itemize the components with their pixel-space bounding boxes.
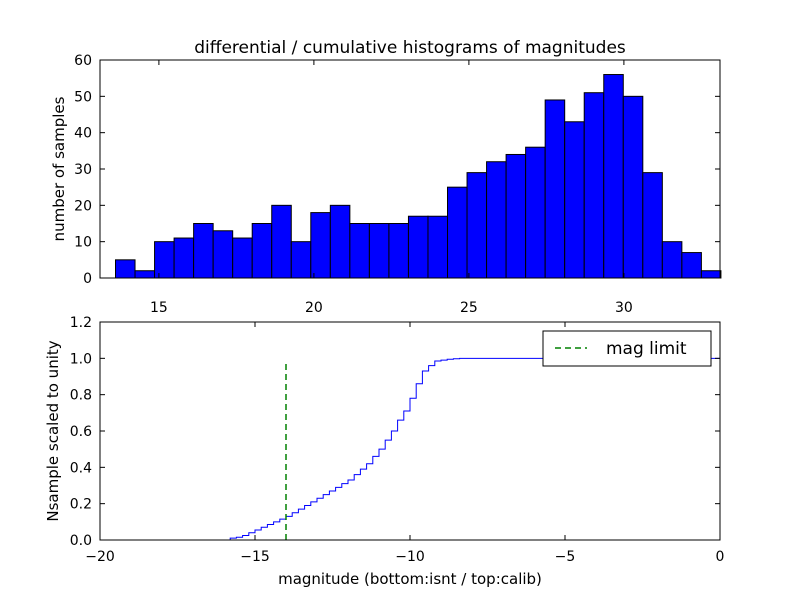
histogram-bar: [486, 161, 507, 279]
cumulative-ytick-label: 0.2: [70, 497, 92, 513]
histogram-axes: differential / cumulative histograms of …: [50, 38, 722, 316]
histogram-bar: [310, 212, 331, 279]
histogram-bar: [232, 237, 253, 279]
legend: mag limit: [542, 330, 712, 367]
histogram-bar: [642, 172, 663, 279]
cumulative-xtick-label: −5: [555, 549, 576, 565]
histogram-bar: [525, 146, 546, 279]
histogram-frame: [99, 59, 721, 279]
histogram-ylabel: number of samples: [50, 96, 68, 241]
cumulative-ytick-label: 0.0: [70, 533, 92, 549]
histogram-ytick-label: 0: [83, 271, 92, 287]
histogram-bar: [622, 95, 644, 279]
histogram-bar: [700, 270, 722, 279]
histogram-bar: [447, 186, 468, 279]
legend-box: [542, 330, 712, 367]
histogram-xtick-label: 15: [150, 300, 168, 316]
histogram-ytick-label: 20: [74, 198, 92, 214]
histogram-bar: [271, 204, 292, 279]
histogram-ytick-label: 50: [74, 89, 92, 105]
histogram-bar: [388, 223, 409, 279]
histogram-bar: [603, 74, 624, 279]
cumulative-ytick-label: 1.2: [70, 315, 92, 331]
cumulative-xtick-label: 0: [716, 549, 725, 565]
histogram-bar: [368, 223, 390, 279]
histogram-ticks: 15 20 25 30 0 10 20 30 40 50 60: [74, 53, 720, 316]
histogram-bar: [681, 252, 702, 279]
cumulative-lines: [100, 357, 721, 541]
cumulative-ytick-label: 0.4: [70, 460, 92, 476]
histogram-bar: [290, 241, 312, 279]
histogram-bar: [173, 237, 195, 279]
cumulative-xtick-label: −20: [85, 549, 115, 565]
histogram-ytick-label: 30: [74, 162, 92, 178]
histogram-title: differential / cumulative histograms of …: [194, 38, 626, 58]
cumulative-axes: magnitude (bottom:isnt / top:calib) Nsam…: [44, 315, 724, 588]
histogram-bar: [661, 241, 683, 279]
histogram-bar: [505, 153, 527, 279]
cumulative-ytick-label: 0.6: [70, 424, 92, 440]
histogram-bar: [154, 241, 175, 279]
histogram-bar: [544, 99, 566, 279]
histogram-bar: [329, 204, 351, 279]
histogram-bar: [251, 223, 273, 279]
histogram-bar: [427, 215, 449, 279]
histogram-bar: [115, 259, 136, 279]
histogram-bar: [349, 223, 370, 279]
histogram-bar: [583, 92, 605, 279]
histogram-bar: [564, 121, 585, 279]
cumulative-ytick-label: 1.0: [70, 351, 92, 367]
histogram-ytick-label: 40: [74, 126, 92, 142]
histogram-xtick-label: 25: [460, 300, 478, 316]
histogram-xtick-label: 30: [615, 300, 633, 316]
cumulative-xtick-label: −15: [240, 549, 270, 565]
cumulative-frame: [99, 321, 721, 541]
legend-mag-limit-label: mag limit: [606, 339, 687, 359]
histogram-bar: [466, 172, 488, 279]
histogram-ytick-label: 60: [74, 53, 92, 69]
cumulative-ytick-label: 0.8: [70, 388, 92, 404]
histogram-xtick-label: 20: [305, 300, 323, 316]
histogram-bar: [212, 230, 234, 279]
cumulative-ylabel: Nsample scaled to unity: [44, 340, 62, 521]
cumulative-xlabel: magnitude (bottom:isnt / top:calib): [278, 570, 542, 588]
histogram-bar: [193, 223, 214, 279]
histogram-ytick-label: 10: [74, 235, 92, 251]
histogram-bar: [407, 215, 429, 279]
cumulative-xtick-label: −10: [395, 549, 425, 565]
histogram-bar: [134, 270, 156, 279]
cumulative-step-line: [100, 357, 721, 541]
